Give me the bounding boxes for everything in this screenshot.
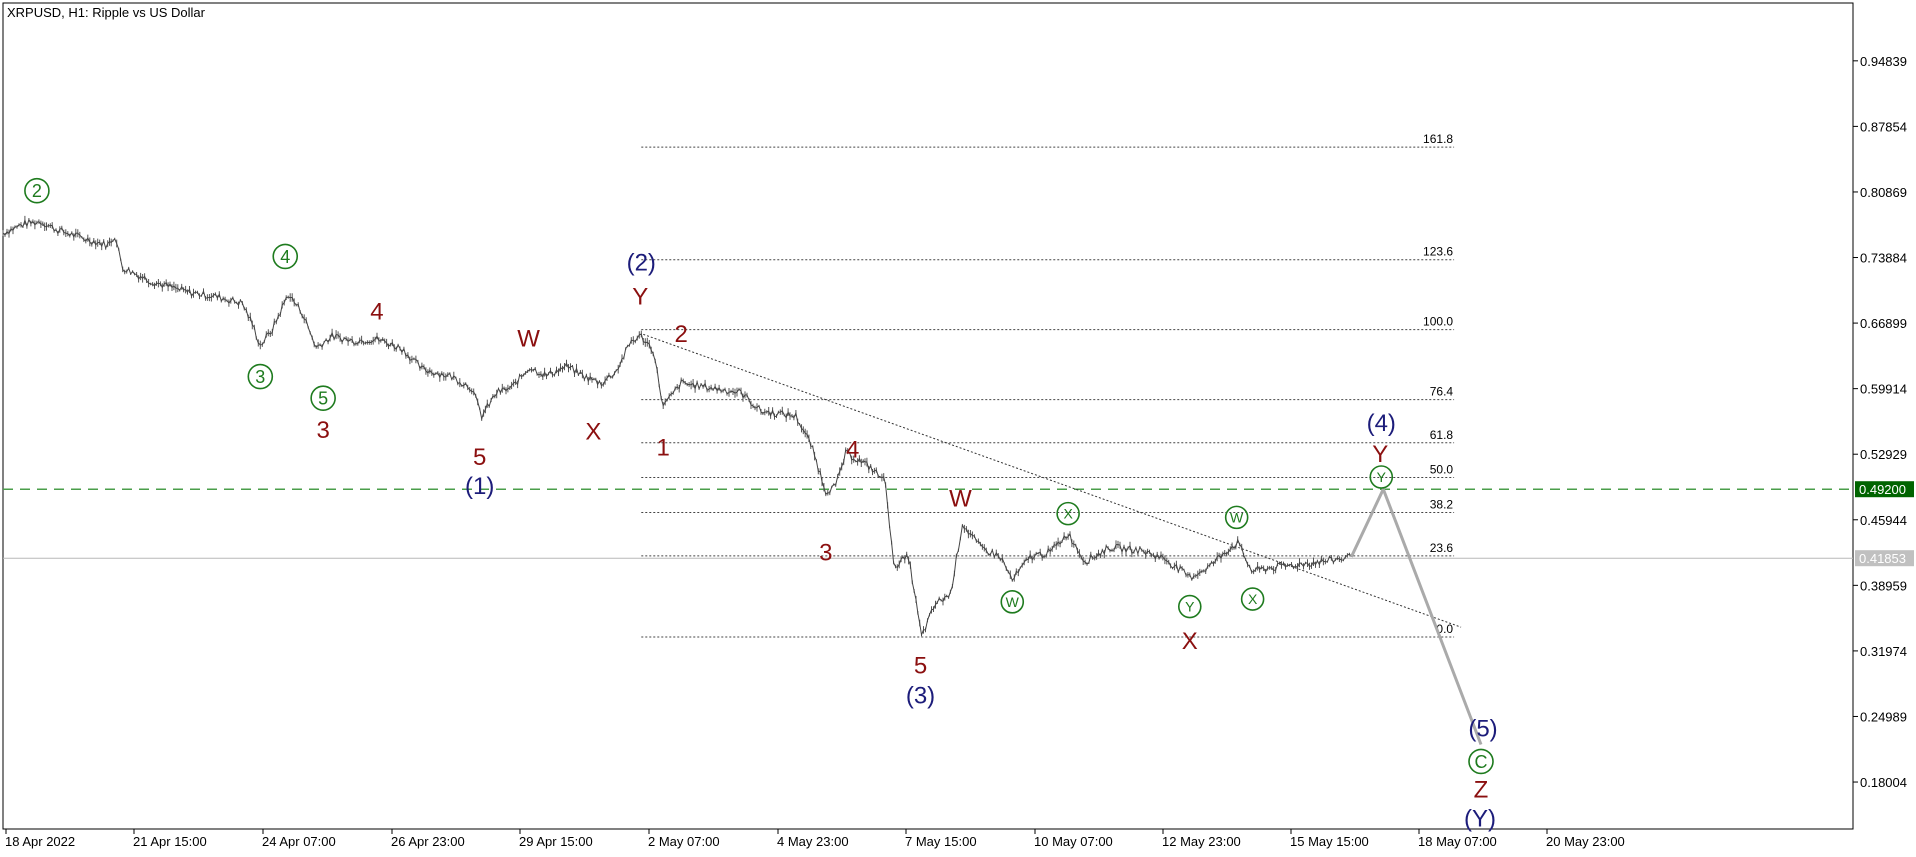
y-tick-label: 0.18004 — [1860, 775, 1907, 790]
level-price-tag — [1855, 481, 1914, 498]
price-layer — [2, 215, 1483, 746]
x-tick-label: 18 May 07:00 — [1418, 834, 1497, 849]
y-tick-label: 0.94839 — [1860, 54, 1907, 69]
chart-title: XRPUSD, H1: Ripple vs US Dollar — [7, 5, 206, 20]
wave-label: (Y) — [1464, 805, 1496, 832]
x-tick-label: 29 Apr 15:00 — [519, 834, 593, 849]
x-tick-label: 15 May 15:00 — [1290, 834, 1369, 849]
x-tick-label: 4 May 23:00 — [777, 834, 849, 849]
wave-circle — [1468, 748, 1494, 775]
x-tick-label: 20 May 23:00 — [1546, 834, 1625, 849]
x-tick-label: 24 Apr 07:00 — [262, 834, 336, 849]
wave-circle — [1369, 465, 1394, 489]
wave-label: 3 — [255, 367, 265, 387]
plot-frame — [2, 2, 1854, 830]
wave-label: 5 — [914, 652, 927, 679]
wave-label: 2 — [674, 321, 687, 348]
wave-circle — [1240, 587, 1265, 611]
wave-label: W — [1230, 509, 1244, 525]
wave-label: Y — [1372, 441, 1388, 468]
x-axis: 18 Apr 2022 21 Apr 15:00 24 Apr 07:00 26 Ap… — [5, 829, 1625, 849]
fib-level-label: 123.6 — [1423, 245, 1453, 259]
fib-level-label: 23.6 — [1430, 541, 1454, 555]
wave-label: 4 — [370, 299, 383, 326]
x-tick-label: 18 Apr 2022 — [5, 834, 75, 849]
fib-level-label: 76.4 — [1430, 385, 1454, 399]
x-tick-label: 2 May 07:00 — [648, 834, 720, 849]
fib-level-label: 100.0 — [1423, 315, 1453, 329]
wave-label: (1) — [465, 473, 494, 500]
wave-label: 1 — [657, 435, 670, 462]
wave-label: C — [1475, 752, 1488, 772]
wave-label: 2 — [32, 181, 42, 201]
y-tick-label: 0.73884 — [1860, 251, 1907, 266]
wave-circle — [1224, 505, 1249, 530]
x-tick-label: 12 May 23:00 — [1162, 834, 1241, 849]
fib-level-label: 0.0 — [1436, 622, 1453, 636]
wave-label: 3 — [316, 417, 329, 444]
level-price-label: 0.49200 — [1859, 482, 1906, 497]
wave-label: 5 — [318, 389, 328, 409]
wave-circle — [24, 177, 50, 204]
wave-label: (4) — [1367, 410, 1396, 437]
wave-circle — [1056, 501, 1080, 526]
fib-level-label: 61.8 — [1430, 428, 1454, 442]
fib-level-label: 50.0 — [1430, 462, 1454, 476]
wave-label: W — [517, 326, 540, 353]
wave-label: X — [1063, 506, 1073, 522]
wave-label: Y — [632, 283, 648, 310]
y-tick-label: 0.31974 — [1860, 644, 1907, 659]
current-price-tag — [1855, 550, 1914, 567]
y-tick-label: 0.52929 — [1860, 447, 1907, 462]
wave-circle — [310, 385, 336, 411]
wave-circle — [272, 243, 299, 270]
wave-label: Y — [1377, 469, 1387, 485]
fib-level-label: 38.2 — [1430, 497, 1454, 511]
wave-label: X — [1182, 628, 1198, 655]
wave-circle — [247, 363, 274, 390]
plot-border — [2, 2, 1854, 830]
x-tick-label: 10 May 07:00 — [1034, 834, 1113, 849]
wave-label: X — [1248, 591, 1258, 607]
fibonacci-layer: 161.8 123.6 100.0 76.4 61.8 50.0 38.2 23.6 0.0 — [641, 132, 1455, 638]
x-tick-label: 7 May 15:00 — [905, 834, 977, 849]
price-line — [2, 218, 1352, 637]
wave-label: (2) — [627, 250, 656, 277]
trendline — [643, 333, 1462, 628]
wave-label: 5 — [473, 444, 486, 471]
y-tick-label: 0.80869 — [1860, 185, 1907, 200]
wave-label: Y — [1185, 599, 1195, 615]
x-tick-label: 21 Apr 15:00 — [133, 834, 207, 849]
wave-label: W — [949, 485, 972, 512]
y-tick-label: 0.38959 — [1860, 578, 1907, 593]
wave-label: X — [585, 419, 601, 446]
lines-layer — [3, 333, 1853, 628]
wave-label: 4 — [846, 436, 859, 463]
wave-label: W — [1006, 594, 1020, 610]
y-tick-label: 0.66899 — [1860, 316, 1907, 331]
wave-label: Z — [1474, 776, 1489, 803]
y-tick-label: 0.45944 — [1860, 513, 1907, 528]
projection-path — [1350, 487, 1483, 746]
fib-level-label: 161.8 — [1423, 132, 1453, 146]
y-axis: 0.94839 0.87854 0.80869 0.73884 0.66899 0.599… — [1853, 54, 1914, 790]
y-tick-label: 0.87854 — [1860, 119, 1907, 134]
wave-label: 4 — [280, 247, 290, 267]
x-tick-label: 26 Apr 23:00 — [391, 834, 465, 849]
wave-label: (5) — [1468, 715, 1497, 742]
price-bars — [2, 215, 1350, 637]
y-tick-label: 0.24989 — [1860, 709, 1907, 724]
y-tick-label: 0.59914 — [1860, 382, 1907, 397]
current-price-label: 0.41853 — [1859, 551, 1906, 566]
wave-label: 3 — [819, 540, 832, 567]
wave-label: (3) — [906, 682, 935, 709]
wave-circle — [1000, 590, 1025, 614]
wave-circle — [1177, 594, 1202, 619]
